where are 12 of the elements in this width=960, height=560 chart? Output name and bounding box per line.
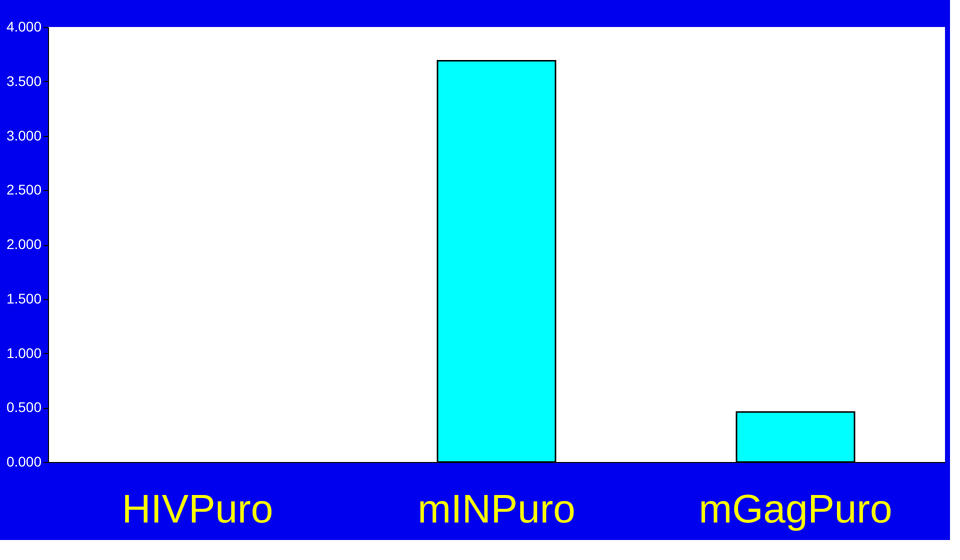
x-tick-label: mINPuro <box>418 488 576 532</box>
y-tick-label: 0.500 <box>6 399 42 416</box>
y-tick-label: 1.500 <box>6 290 42 306</box>
y-tick-label: 3.000 <box>6 127 42 144</box>
y-tick-label: 3.500 <box>6 72 42 89</box>
y-tick-label: 0.000 <box>6 454 42 470</box>
y-tick-label: 2.500 <box>6 182 42 198</box>
y-tick-label: 1.000 <box>6 344 42 361</box>
x-tick-label: mGagPuro <box>698 488 892 532</box>
y-tick-label: 2.000 <box>6 236 42 252</box>
x-tick-label: HIVPuro <box>122 488 274 532</box>
y-tick-label: 4.000 <box>6 18 42 34</box>
